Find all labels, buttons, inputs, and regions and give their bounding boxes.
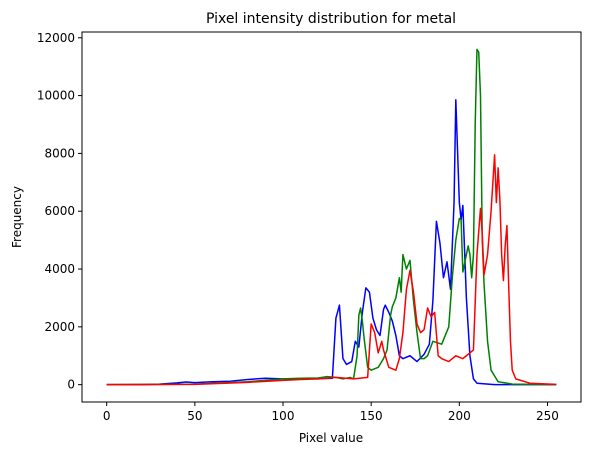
plot-frame bbox=[81, 31, 582, 403]
x-tick-label: 50 bbox=[187, 409, 202, 423]
y-tick-label: 8000 bbox=[44, 146, 75, 160]
y-tick-label: 2000 bbox=[44, 320, 75, 334]
y-tick-label: 6000 bbox=[44, 204, 75, 218]
x-tick-label: 0 bbox=[103, 409, 111, 423]
chart-title: Pixel intensity distribution for metal bbox=[206, 11, 456, 27]
x-axis-label: Pixel value bbox=[299, 431, 363, 445]
y-tick-label: 12000 bbox=[37, 31, 75, 45]
x-tick-label: 250 bbox=[536, 409, 559, 423]
series-layer bbox=[106, 48, 557, 386]
x-tick-label: 100 bbox=[272, 409, 295, 423]
y-tick-label: 4000 bbox=[44, 262, 75, 276]
y-axis-label: Frequency bbox=[10, 186, 24, 248]
axes-layer: 0 50 100 150 200 250 0 2000 4000 6000 8000 10000 120… bbox=[37, 31, 559, 423]
x-tick-label: 150 bbox=[360, 409, 383, 423]
series-line-red bbox=[106, 154, 557, 386]
x-tick-label: 200 bbox=[448, 409, 471, 423]
series-line-blue bbox=[106, 99, 557, 386]
y-tick-label: 0 bbox=[67, 378, 75, 392]
y-tick-label: 10000 bbox=[37, 89, 75, 103]
